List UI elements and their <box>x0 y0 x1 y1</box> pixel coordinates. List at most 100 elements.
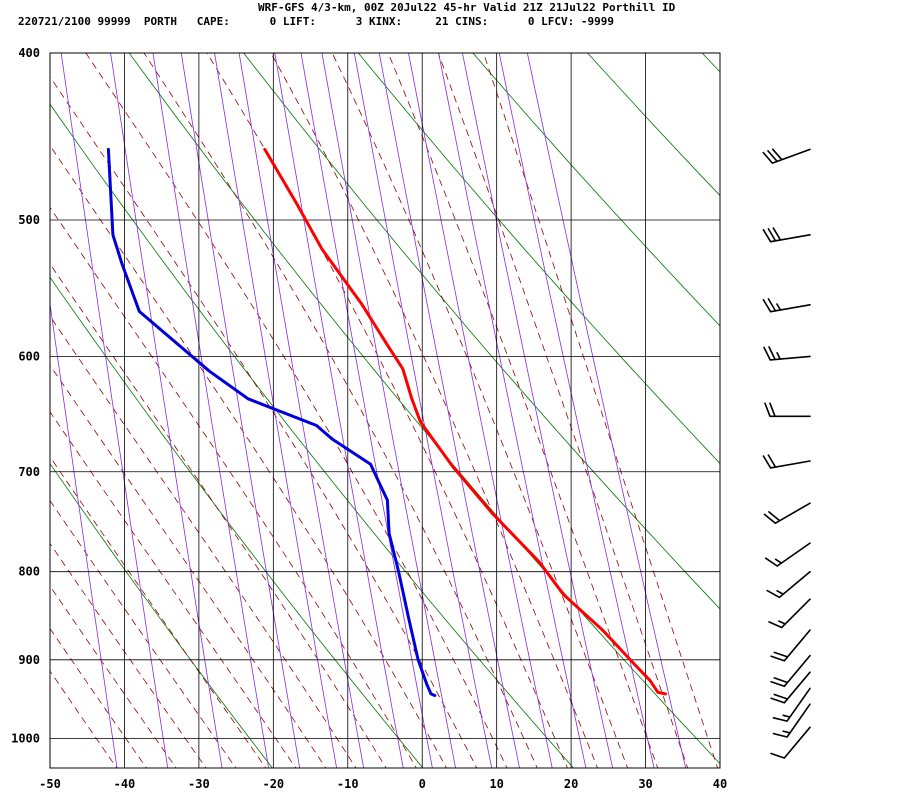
header-indices: 220721/2100 99999 PORTH CAPE: 0 LIFT: 3 … <box>18 15 615 28</box>
moist-adiabat-line <box>50 144 447 768</box>
header-title: WRF-GFS 4/3-km, 00Z 20Jul22 45-hr Valid … <box>258 1 676 14</box>
wind-barb <box>770 671 811 704</box>
wind-barb <box>762 227 811 243</box>
dry-adiabat-line <box>50 103 575 768</box>
mixing-ratio-line <box>321 53 457 768</box>
y-tick-label: 900 <box>18 653 40 667</box>
moist-adiabat-line <box>85 53 508 768</box>
wind-barb-shape <box>763 346 811 361</box>
mixing-ratio-line <box>274 53 404 768</box>
wind-barbs <box>762 148 811 759</box>
moist-adiabat-line <box>206 53 568 768</box>
y-tick-label: 700 <box>18 465 40 479</box>
wind-barb-shape <box>764 402 811 418</box>
dry-adiabat-line <box>701 53 720 73</box>
wind-barb-shape <box>762 454 811 469</box>
y-tick-label: 800 <box>18 565 40 579</box>
mixing-ratio-line <box>438 53 587 768</box>
plot-frame <box>49 52 721 769</box>
wind-barb-shape <box>768 598 811 629</box>
wind-barb <box>770 654 811 688</box>
background-lines <box>50 15 900 783</box>
mixing-ratio-line <box>238 53 365 768</box>
wind-barb <box>772 687 811 722</box>
x-tick-label: 10 <box>489 777 503 791</box>
wind-barb-shape <box>766 570 811 599</box>
mixing-ratio-line <box>152 53 270 768</box>
wind-barb <box>764 542 811 567</box>
dewpoint-profile-line <box>106 147 437 697</box>
moist-adiabat-line <box>50 315 357 768</box>
mixing-ratio-line <box>50 301 118 768</box>
wind-barb <box>762 148 811 164</box>
x-tick-label: -50 <box>39 777 61 791</box>
wind-barb-shape <box>770 671 811 704</box>
dry-adiabat-line <box>357 53 720 465</box>
x-tick-label: 30 <box>638 777 652 791</box>
wind-barb <box>770 726 811 759</box>
mixing-ratio-line <box>378 53 520 768</box>
grid-lines <box>50 53 720 768</box>
mixing-ratio-line <box>110 53 223 768</box>
wind-barb-shape <box>764 542 811 567</box>
wind-barb-shape <box>763 502 811 524</box>
x-tick-label: -30 <box>188 777 210 791</box>
wind-barb <box>763 502 811 524</box>
wind-barb <box>762 454 811 469</box>
wind-barb-shape <box>772 703 811 738</box>
mixing-ratio-line <box>408 53 553 768</box>
moist-adiabat-line <box>483 53 719 768</box>
moist-adiabat-line <box>50 542 207 768</box>
x-tick-label: -40 <box>114 777 136 791</box>
dry-adiabat-line <box>892 15 900 783</box>
mixing-ratio-line <box>300 53 433 768</box>
wind-barb-shape <box>770 629 811 662</box>
wind-barb-shape <box>762 227 811 243</box>
x-tick-label: 20 <box>564 777 578 791</box>
y-tick-label: 600 <box>18 349 40 363</box>
moist-adiabat-line <box>50 411 297 768</box>
y-axis-tick-labels: 400 500 600 700 800 900 1000 <box>11 46 40 746</box>
wind-barb <box>772 703 811 738</box>
wind-barb <box>762 298 811 313</box>
mixing-ratio-line <box>526 53 687 768</box>
x-tick-label: -10 <box>337 777 359 791</box>
moist-adiabat-line <box>50 499 237 768</box>
temperature-profile-line <box>263 147 667 696</box>
y-tick-label: 1000 <box>11 732 40 746</box>
moist-adiabat-line <box>437 53 689 768</box>
chart-header: WRF-GFS 4/3-km, 00Z 20Jul22 45-hr Valid … <box>0 0 900 32</box>
wind-barb-shape <box>772 687 811 722</box>
dry-adiabat-line <box>243 53 720 610</box>
dry-adiabat-line <box>50 462 273 768</box>
wind-barb <box>766 570 811 599</box>
mixing-ratio-line <box>214 53 337 768</box>
moist-adiabat-line <box>50 364 327 768</box>
moist-adiabat-line <box>50 627 147 768</box>
moist-adiabat-line <box>50 585 177 768</box>
y-tick-label: 500 <box>18 213 40 227</box>
wind-barb <box>768 598 811 629</box>
moist-adiabat-line <box>270 53 598 768</box>
wind-barb <box>764 402 811 418</box>
mixing-ratio-line <box>60 53 169 768</box>
x-tick-label: -20 <box>262 777 284 791</box>
x-axis-tick-labels: -50 -40 -30 -20 -10 0 10 20 30 40 <box>39 777 727 791</box>
wind-barb-shape <box>770 654 811 688</box>
dry-adiabat-line <box>587 53 720 197</box>
wind-barb-shape <box>770 726 811 759</box>
moist-adiabat-line <box>387 53 659 768</box>
moist-adiabat-line <box>50 455 267 768</box>
moist-adiabat-line <box>50 206 417 768</box>
wind-barb-shape <box>762 148 811 164</box>
moist-adiabat-line <box>331 53 629 768</box>
moist-adiabat-line <box>50 670 118 768</box>
wind-barb <box>770 629 811 662</box>
wind-barb-shape <box>762 298 811 313</box>
sounding-profiles <box>106 147 667 697</box>
mixing-ratio-line <box>462 53 614 768</box>
dry-adiabat-line <box>779 15 900 783</box>
mixing-ratio-line <box>498 53 655 768</box>
dry-adiabat-line <box>50 276 424 768</box>
